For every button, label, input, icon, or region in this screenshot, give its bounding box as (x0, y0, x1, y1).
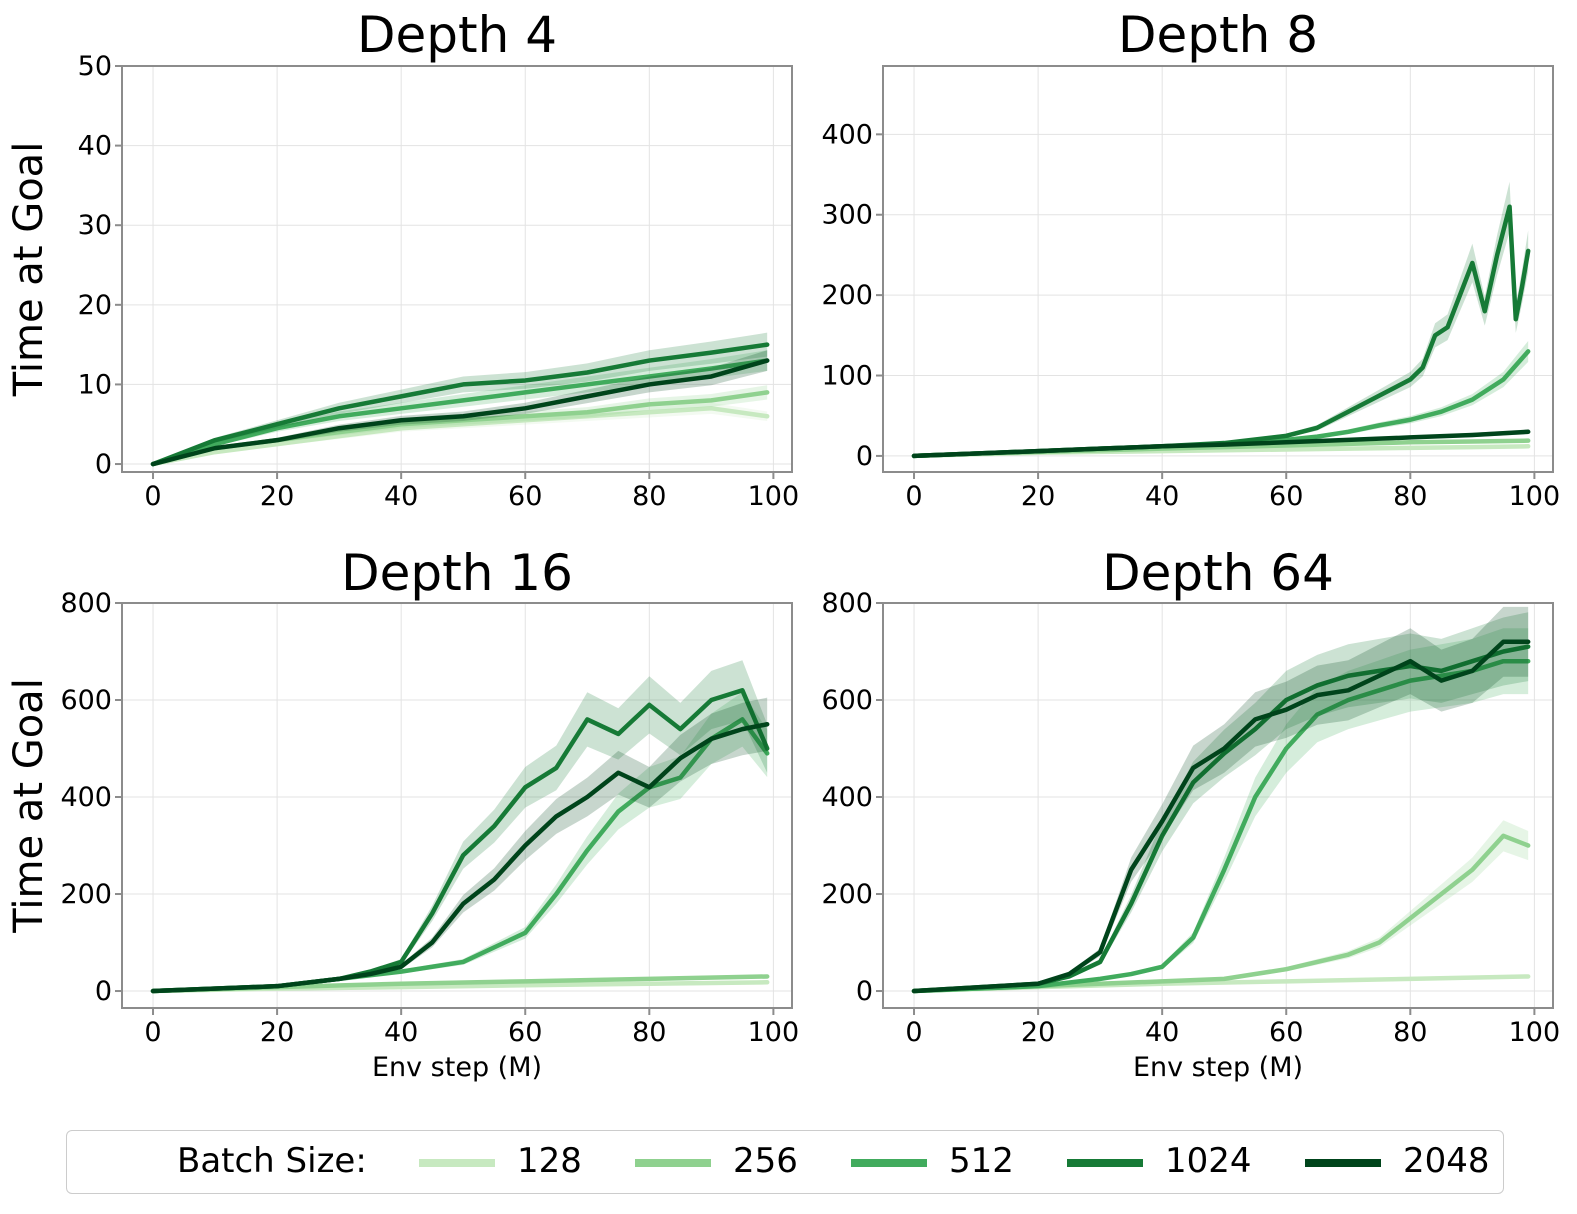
x-axis-label: Env step (M) (1133, 1052, 1303, 1083)
x-tick-label: 0 (144, 481, 161, 512)
chart-title: Depth 4 (357, 6, 557, 64)
series-line-2048 (911, 429, 1531, 459)
legend-label-128: 128 (517, 1141, 582, 1181)
series-line-2048 (150, 722, 770, 994)
x-tick-label: 20 (260, 481, 294, 512)
x-tick-label: 0 (144, 1017, 161, 1048)
legend-swatch-1024 (1067, 1159, 1143, 1167)
y-axis-label: Time at Goal (6, 678, 52, 934)
legend-swatch-512 (851, 1159, 927, 1167)
series-line-512 (150, 358, 770, 467)
legend-label-512: 512 (949, 1141, 1014, 1181)
y-tick-label: 200 (821, 879, 873, 910)
x-tick-label: 20 (1021, 1017, 1055, 1048)
x-tick-label: 100 (1509, 481, 1561, 512)
axes-frame (121, 602, 793, 1009)
legend-label-256: 256 (733, 1141, 798, 1181)
y-tick-label: 200 (821, 280, 873, 311)
y-tick-label: 200 (60, 879, 112, 910)
series-band-128 (153, 402, 768, 466)
series-line-512 (911, 658, 1531, 994)
x-tick-label: 60 (508, 1017, 542, 1048)
series-line-256 (911, 833, 1531, 994)
x-tick-label: 80 (632, 1017, 666, 1048)
legend-title: Batch Size: (177, 1141, 367, 1181)
series-line-2048 (911, 639, 1531, 994)
series-band-1024 (914, 612, 1529, 993)
y-tick-label: 600 (821, 685, 873, 716)
y-tick-label: 800 (821, 588, 873, 619)
chart-panel-4: 0 20 40 60 80 100 0 200 400 600 800 Depth 64 Env ste… (821, 544, 1560, 1083)
y-tick-label: 100 (821, 361, 873, 392)
x-tick-label: 100 (748, 481, 800, 512)
series-band-1024 (153, 660, 768, 993)
x-tick-label: 20 (1021, 481, 1055, 512)
legend-label-1024: 1024 (1165, 1141, 1252, 1181)
y-tick-label: 0 (95, 976, 112, 1007)
chart-title: Depth 8 (1118, 6, 1318, 64)
legend-label-2048: 2048 (1403, 1141, 1490, 1181)
y-tick-label: 0 (95, 449, 112, 480)
x-tick-label: 100 (1509, 1017, 1561, 1048)
x-tick-label: 0 (905, 1017, 922, 1048)
chart-panel-3: 0 20 40 60 80 100 0 200 400 600 800 Depth 16 Time at… (6, 544, 799, 1083)
x-axis-label: Env step (M) (372, 1052, 542, 1083)
x-tick-label: 80 (632, 481, 666, 512)
x-tick-label: 40 (384, 1017, 418, 1048)
x-tick-label: 40 (1145, 481, 1179, 512)
chart-title: Depth 16 (341, 544, 573, 602)
axes-frame (882, 65, 1554, 473)
y-tick-label: 400 (60, 782, 112, 813)
x-tick-label: 60 (1269, 481, 1303, 512)
series-band-2048 (153, 350, 768, 466)
series-band-256 (153, 385, 768, 466)
y-tick-label: 400 (821, 782, 873, 813)
series-line-2048 (150, 358, 770, 467)
x-tick-label: 60 (508, 481, 542, 512)
x-tick-label: 0 (905, 481, 922, 512)
chart-title: Depth 64 (1102, 544, 1334, 602)
legend-swatch-128 (419, 1159, 495, 1167)
x-tick-label: 40 (1145, 1017, 1179, 1048)
legend-swatch-256 (635, 1159, 711, 1167)
y-tick-label: 600 (60, 685, 112, 716)
series-line-1024 (150, 342, 770, 467)
series-band-2048 (153, 697, 768, 993)
y-tick-label: 30 (78, 210, 112, 241)
y-tick-label: 800 (60, 588, 112, 619)
axes-frame (121, 65, 793, 473)
x-tick-label: 80 (1393, 1017, 1427, 1048)
y-tick-label: 300 (821, 200, 873, 231)
series-band-512 (914, 628, 1529, 993)
y-tick-label: 0 (856, 976, 873, 1007)
y-tick-label: 50 (78, 51, 112, 82)
y-tick-label: 0 (856, 441, 873, 472)
y-tick-label: 10 (78, 369, 112, 400)
series-line-128 (150, 406, 770, 467)
x-tick-label: 40 (384, 481, 418, 512)
x-tick-label: 60 (1269, 1017, 1303, 1048)
x-tick-label: 80 (1393, 481, 1427, 512)
x-tick-label: 20 (260, 1017, 294, 1048)
series-band-512 (153, 692, 768, 993)
legend: Batch Size: 128 256 512 1024 2048 (66, 1130, 1504, 1194)
plots-canvas: 0 20 40 60 80 100 0 10 20 30 40 50 Depth 4 Time at Go… (6, 6, 1560, 1083)
y-tick-label: 40 (78, 131, 112, 162)
y-tick-label: 20 (78, 290, 112, 321)
chart-panel-1: 0 20 40 60 80 100 0 10 20 30 40 50 Depth 4 Time at Go… (6, 6, 799, 512)
series-band-2048 (914, 606, 1529, 993)
y-axis-label: Time at Goal (6, 142, 52, 398)
chart-panel-2: 0 20 40 60 80 100 0 100 200 300 400 Depth 8 (821, 6, 1560, 512)
legend-swatch-2048 (1305, 1159, 1381, 1167)
x-tick-label: 100 (748, 1017, 800, 1048)
axes-frame (882, 602, 1554, 1009)
series-band-256 (914, 820, 1529, 993)
y-tick-label: 400 (821, 119, 873, 150)
